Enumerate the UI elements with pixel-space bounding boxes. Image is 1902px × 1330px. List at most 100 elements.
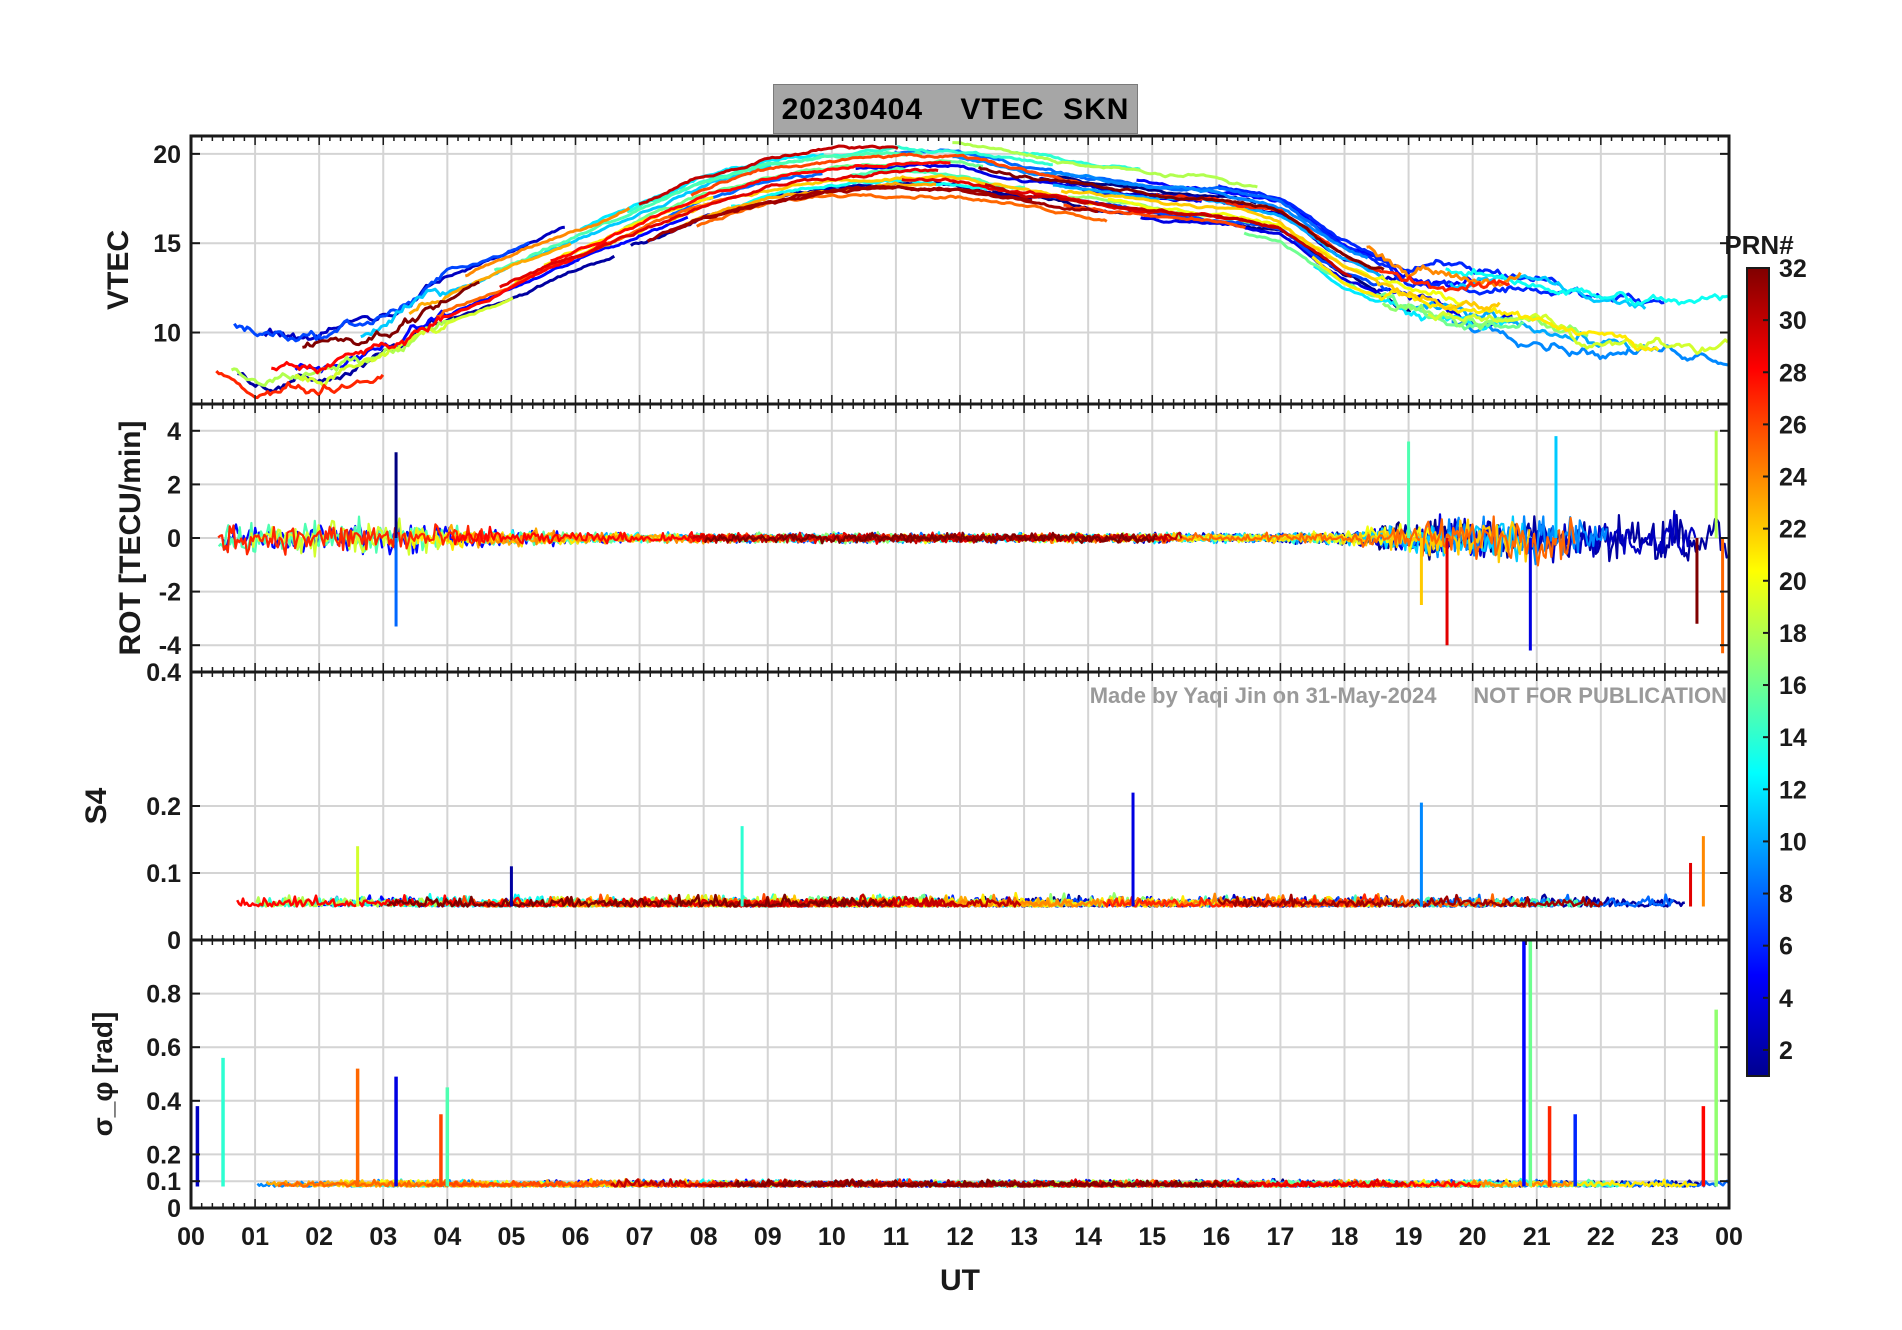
x-tick-label: 19 [1395,1223,1423,1251]
vtec-series-line [1445,267,1728,307]
x-tick-label: 00 [1715,1223,1743,1251]
y-tick-label: 0.4 [146,659,181,687]
y-axis-label-vtec: VTEC [102,230,135,310]
y-tick-label: 20 [153,141,181,169]
y-tick-label: 0 [167,927,181,955]
x-tick-label: 11 [883,1223,910,1251]
sigma-series-line [734,1178,1224,1188]
x-tick-label: 03 [369,1223,397,1251]
colorbar-tick-label: 4 [1779,985,1793,1013]
watermark: Made by Yaqi Jin on 31-May-2024 NOT FOR … [1090,683,1727,708]
vtec-series-line [992,190,1412,314]
vtec-series-line [360,163,772,339]
chart-title: 20230404 VTEC SKN [773,84,1138,134]
colorbar-tick-label: 22 [1779,516,1807,544]
x-tick-label: 08 [690,1223,718,1251]
x-tick-label: 00 [177,1223,205,1251]
colorbar-label: PRN# [1724,230,1794,260]
x-tick-label: 23 [1651,1223,1679,1251]
colorbar-tick-label: 20 [1779,568,1807,596]
vtec-series-line [1449,274,1647,310]
data-series [195,141,1729,1188]
x-tick-label: 22 [1587,1223,1615,1251]
x-tick-label: 09 [754,1223,782,1251]
y-tick-label: -2 [159,579,181,607]
rot-series-line [217,523,491,556]
colorbar-tick-label: 28 [1779,359,1807,387]
x-tick-label: 01 [241,1223,269,1251]
y-axis-label-sigma-phi: σ_φ [rad] [87,1012,118,1137]
vtec-series-line [690,152,1082,197]
colorbar-tick-label: 26 [1779,411,1807,439]
x-tick-label: 05 [498,1223,526,1251]
s4-series-line [727,893,1022,908]
x-axis-label: UT [940,1264,980,1297]
vtec-series-line [550,160,951,263]
y-tick-label: 0 [167,1195,181,1223]
colorbar-tick-label: 30 [1779,307,1807,335]
vtec-series-line [1063,203,1246,230]
y-tick-label: 0.1 [146,1168,181,1196]
rot-series-line [703,531,1158,545]
x-tick-label: 07 [626,1223,654,1251]
x-tick-label: 18 [1331,1223,1359,1251]
rot-series-line [450,525,751,546]
colorbar-tick-label: 14 [1779,724,1807,752]
axis-labels: 101520-4-202400.10.20.400.10.20.40.60.80… [80,141,1743,1297]
x-tick-label: 13 [1010,1223,1038,1251]
y-tick-label: -4 [159,632,181,660]
y-tick-label: 0.2 [146,793,181,821]
vtec-series-line [493,151,924,272]
colorbar-tick-label: 2 [1779,1037,1793,1065]
x-tick-label: 15 [1138,1223,1166,1251]
y-tick-label: 0.2 [146,1141,181,1169]
vtec-series-line [638,144,899,206]
vtec-series-line [1451,319,1729,367]
y-axis-label-s4: S4 [80,787,113,824]
s4-series-line [236,894,577,908]
x-tick-label: 16 [1202,1223,1230,1251]
x-tick-label: 17 [1267,1223,1295,1251]
vtec-series-line [952,155,1369,260]
x-tick-label: 10 [818,1223,846,1251]
colorbar-tick-label: 18 [1779,620,1807,648]
s4-series-line [1217,893,1604,908]
vtec-series-line [952,141,1258,189]
x-tick-label: 06 [562,1223,590,1251]
vtec-series-line [1366,245,1522,288]
y-tick-label: 15 [153,230,181,258]
vtec-series-line [646,184,1033,243]
x-tick-label: 04 [433,1223,461,1251]
vtec-series-line [1060,189,1501,311]
colorbar-tick-label: 8 [1779,881,1793,909]
vtec-series-line [984,182,1352,279]
axes-frames [189,134,1731,1210]
vtec-series-line [408,242,572,316]
s4-series-line [386,893,894,908]
y-tick-label: 0.6 [146,1034,181,1062]
colorbar-tick-label: 24 [1779,464,1807,492]
vtec-series-line [1381,302,1589,338]
y-tick-label: 10 [153,320,181,348]
colorbar-tick-label: 10 [1779,828,1807,856]
y-tick-label: 2 [167,471,181,499]
vtec-series-line [215,370,385,400]
x-tick-label: 21 [1523,1223,1551,1251]
y-tick-label: 0 [167,525,181,553]
vtec-series-line [1030,172,1257,205]
vtec-series-line [464,206,631,278]
vtec-series-line [499,167,939,289]
x-tick-label: 02 [305,1223,333,1251]
vtec-series-line [977,165,1385,271]
x-tick-label: 12 [946,1223,974,1251]
y-tick-label: 0.4 [146,1088,181,1116]
colorbar-tick-label: 6 [1779,933,1793,961]
y-axis-label-rot: ROT [TECU/min] [114,421,147,656]
colorbar-tick-label: 32 [1779,255,1807,283]
colorbar-tick-label: 12 [1779,776,1807,804]
colorbar-gradient [1746,267,1770,1077]
vtec-series-line [302,280,480,349]
x-tick-label: 20 [1459,1223,1487,1251]
